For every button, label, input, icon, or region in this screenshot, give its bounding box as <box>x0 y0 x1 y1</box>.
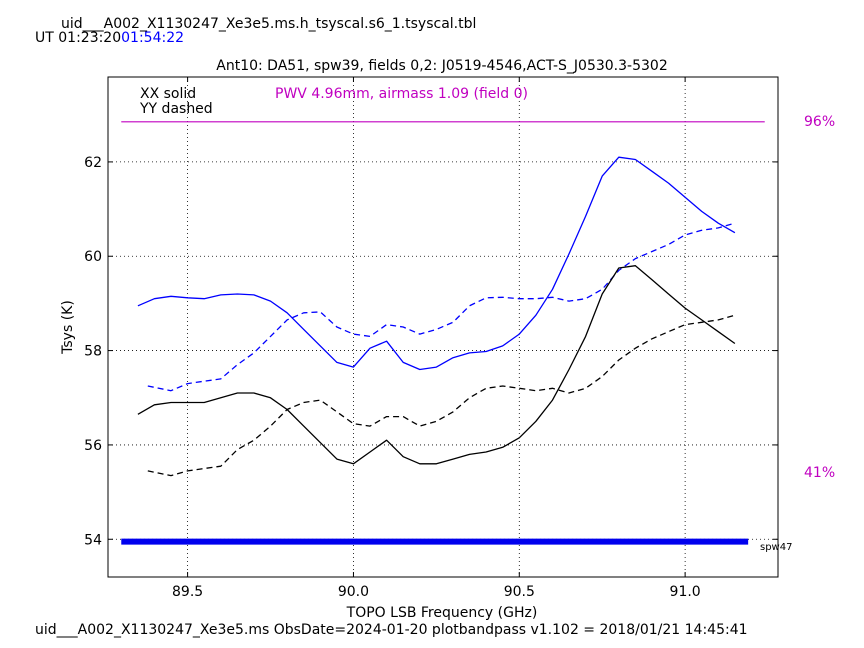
series-line-2 <box>137 265 736 465</box>
transmission-top-label: 96% <box>804 114 835 130</box>
ut-start: UT 01:23:20 <box>35 30 122 46</box>
series-line-0 <box>137 156 736 371</box>
transmission-bottom-label: 41% <box>804 465 835 481</box>
table-filename: uid___A002_X1130247_Xe3e5.ms.h_tsyscal.s… <box>61 16 477 32</box>
y-tick-label: 58 <box>84 344 102 360</box>
plot-frame <box>107 76 779 578</box>
ut-time-range: UT 01:23:2001:54:22 <box>35 30 184 46</box>
series-line-1 <box>147 222 736 392</box>
y-tick-label: 54 <box>84 532 102 548</box>
y-axis-label: Tsys (K) <box>60 300 76 355</box>
series-line-3 <box>147 314 736 477</box>
spw-label: spw47 <box>760 542 792 553</box>
x-axis-label: TOPO LSB Frequency (GHz) <box>346 605 538 621</box>
chart-title: Ant10: DA51, spw39, fields 0,2: J0519-45… <box>216 58 667 74</box>
y-tick-label: 56 <box>84 438 102 454</box>
legend-xx: XX solid <box>140 86 196 102</box>
y-tick-label: 60 <box>84 249 102 265</box>
x-tick-label: 90.0 <box>338 584 369 600</box>
legend-yy: YY dashed <box>139 101 213 117</box>
footer-info: uid___A002_X1130247_Xe3e5.ms ObsDate=202… <box>35 622 748 638</box>
y-tick-label: 62 <box>84 155 102 171</box>
axis-ticks: 89.5 90.0 90.5 91.0 54 56 58 60 62 <box>84 77 778 600</box>
ut-end: 01:54:22 <box>121 30 185 46</box>
pwv-annotation: PWV 4.96mm, airmass 1.09 (field 0) <box>275 86 528 102</box>
x-tick-label: 91.0 <box>670 584 701 600</box>
series-layer <box>137 156 736 477</box>
x-tick-label: 90.5 <box>504 584 535 600</box>
grid <box>108 77 778 577</box>
x-tick-label: 89.5 <box>172 584 203 600</box>
